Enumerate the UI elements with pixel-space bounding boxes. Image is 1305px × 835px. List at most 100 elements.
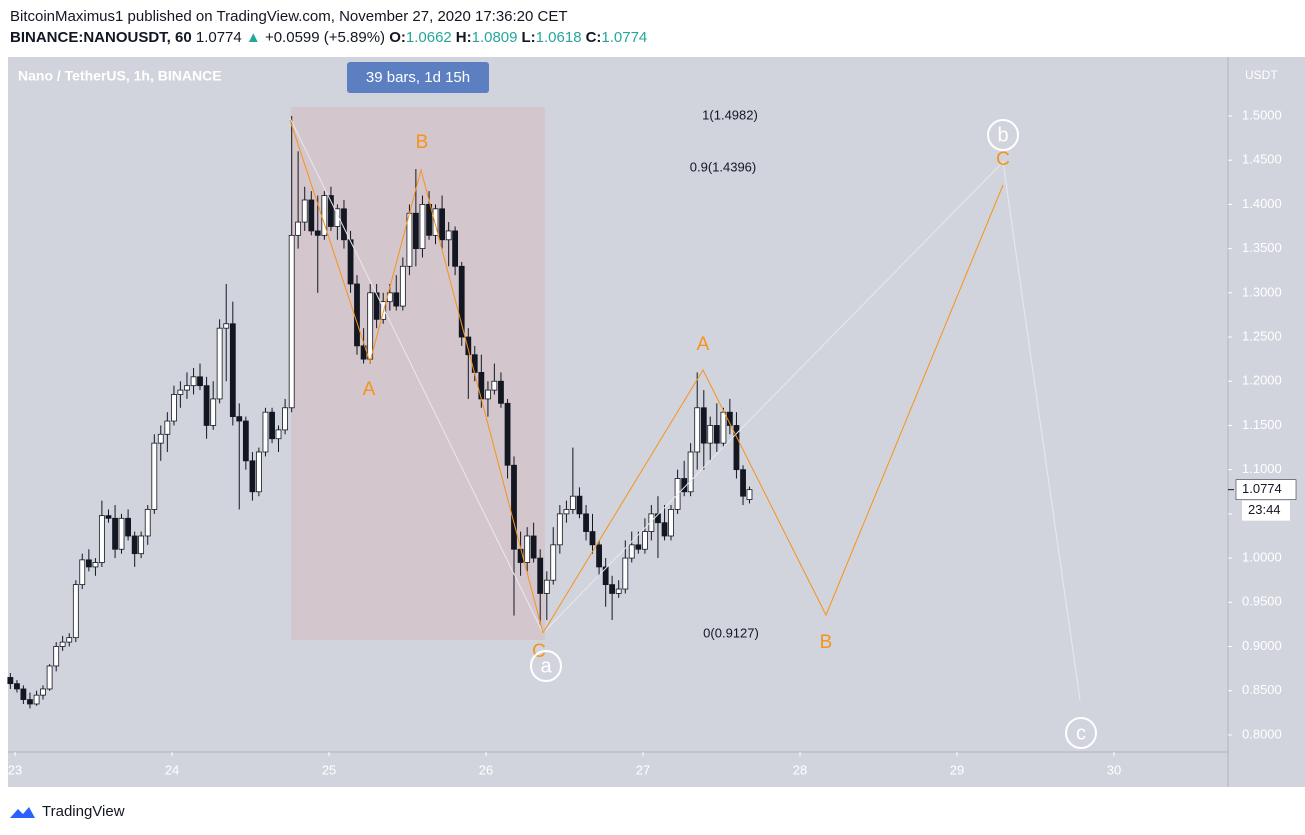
publisher-line: BitcoinMaximus1 published on TradingView…: [10, 6, 651, 27]
candle-body: [399, 265, 406, 307]
candle-body: [569, 495, 576, 510]
candle-body: [583, 513, 589, 532]
y-tick-label: 1.4500: [1242, 152, 1282, 167]
candle-body: [216, 327, 223, 400]
candle-body: [125, 517, 132, 537]
candle-body: [151, 442, 158, 510]
candle-body: [556, 513, 563, 546]
candle-body: [85, 559, 92, 568]
logo-icon: [10, 807, 35, 818]
candle-body: [190, 376, 197, 387]
candle-body: [79, 559, 86, 586]
fib-label: 1(1.4982): [702, 107, 758, 122]
candle-body: [184, 385, 190, 391]
candle-body: [295, 221, 302, 236]
candle-body: [746, 489, 753, 500]
candle-body: [445, 230, 452, 241]
candle-body: [229, 323, 236, 418]
y-tick-label: 1.2500: [1242, 328, 1282, 343]
candle-body: [504, 402, 511, 466]
candle-body: [458, 265, 465, 338]
candle-body: [635, 544, 642, 550]
candle-body: [622, 557, 629, 590]
circle-label: b: [997, 124, 1008, 146]
candle-body: [498, 380, 504, 404]
candle-body: [609, 584, 616, 594]
candle-body: [144, 509, 151, 537]
arrow: ▲: [245, 29, 261, 46]
candle-body: [615, 588, 622, 594]
candle-body: [373, 292, 380, 320]
candle-body: [412, 212, 419, 250]
candle-body: [171, 394, 177, 422]
wave-lines: [289, 117, 1081, 701]
last-price-tag: [1235, 479, 1297, 500]
candle-body: [197, 376, 203, 387]
y-tick-label: 1.1000: [1242, 461, 1282, 476]
ohlc-value: 1.0809: [471, 29, 518, 46]
candle-body: [642, 531, 648, 550]
fib-label: 0.9(1.4396): [690, 159, 757, 174]
candles: [7, 115, 753, 709]
candle-body: [602, 566, 609, 586]
candle-body: [53, 646, 60, 667]
logo: TradingView: [10, 803, 125, 820]
last-price: 1.0774: [195, 29, 242, 46]
candle-body: [223, 323, 230, 329]
candle-body: [66, 637, 73, 643]
candle-body: [524, 535, 531, 563]
candle-body: [740, 469, 746, 497]
candle-body: [550, 544, 557, 581]
candle-body: [255, 451, 262, 493]
plot-background: [8, 57, 1228, 752]
y-tick-label: 1.2000: [1242, 373, 1282, 388]
candle-body: [589, 531, 596, 546]
y-tick-label: 1.1500: [1242, 417, 1282, 432]
candle-body: [33, 694, 40, 705]
candle-body: [661, 522, 668, 537]
candle-body: [713, 425, 720, 444]
candle-body: [465, 336, 472, 356]
ohlc-value: 1.0618: [535, 29, 582, 46]
candle-body: [426, 204, 432, 236]
candle-body: [131, 535, 138, 555]
x-tick-label: 28: [793, 762, 807, 777]
y-tick-label: 0.8500: [1242, 682, 1282, 697]
candle-body: [452, 230, 459, 267]
ohlc-label: C:: [585, 29, 602, 46]
candle-body: [20, 688, 27, 700]
candle-body: [733, 425, 740, 471]
candle-body: [288, 234, 295, 409]
candle-body: [537, 557, 544, 594]
candle-body: [301, 199, 308, 223]
candle-body: [112, 517, 118, 550]
candle-body: [92, 562, 99, 568]
candle-body: [210, 398, 217, 426]
currency: USDT: [1245, 68, 1278, 82]
candle-body: [157, 433, 164, 444]
candle-body: [563, 509, 570, 515]
x-tick-label: 30: [1107, 762, 1121, 777]
x-tick-label: 29: [950, 762, 964, 777]
ohlc-label: O:: [389, 29, 406, 46]
candle-body: [27, 699, 33, 705]
candle-body: [164, 420, 171, 435]
candle-body: [360, 345, 367, 360]
wave-label: C: [532, 641, 546, 662]
candle-body: [596, 544, 602, 568]
circle-label: c: [1076, 722, 1086, 744]
x-tick-label: 23: [8, 762, 22, 777]
candle-body: [59, 641, 66, 647]
gray-line: [542, 160, 1081, 701]
candle-body: [419, 204, 426, 250]
wave-label: B: [820, 632, 833, 653]
ohlc-label: H:: [455, 29, 472, 46]
symbol: BINANCE:NANOUSDT, 60: [10, 29, 192, 46]
candle-body: [328, 195, 334, 227]
ohlc: O:1.0662 H:1.0809 L:1.0618 C:1.0774: [389, 29, 651, 46]
y-tick-label: 0.9500: [1242, 594, 1282, 609]
circle-label: a: [540, 655, 552, 677]
candle-body: [354, 283, 360, 347]
price-axis: [1228, 57, 1305, 787]
